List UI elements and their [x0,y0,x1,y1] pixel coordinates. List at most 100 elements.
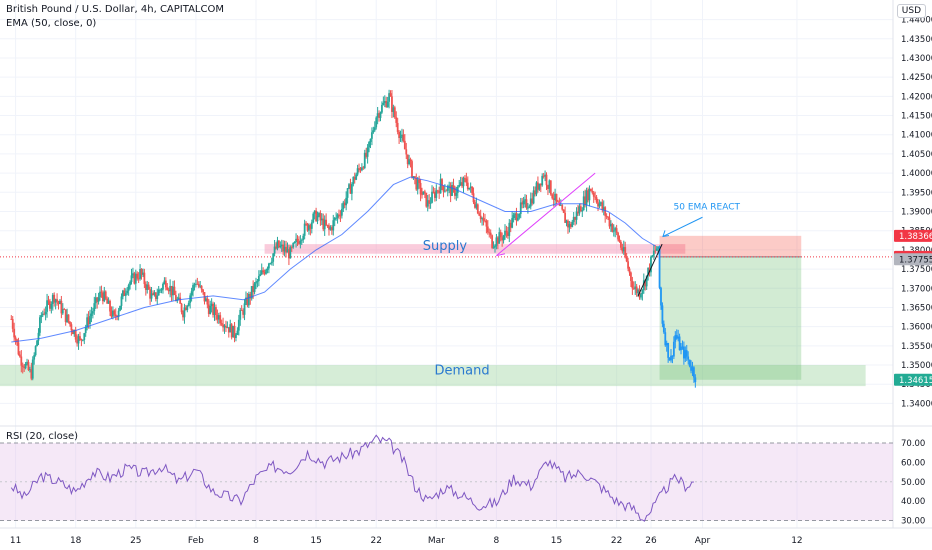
candle-body [159,289,162,291]
candle-body [535,182,538,195]
stop-loss-tag: 1.38366 [899,232,932,242]
candle-body [109,300,111,312]
candle-body [59,300,61,305]
candle-body [486,226,489,233]
price-tick-label: 1.39500 [901,188,932,198]
candle-body [177,297,180,300]
candle-body [81,339,84,341]
rsi-tick-label: 50.00 [901,478,925,488]
candle-body [575,211,578,220]
candle-body [615,228,618,233]
candle-body [219,315,222,324]
candle-body [421,194,423,196]
candle-body [693,367,695,378]
candle-body [156,295,159,299]
price-tick-label: 1.34000 [901,399,932,409]
candle-body [193,284,196,286]
candle-body [459,182,462,186]
candle-body [189,295,192,303]
arrow-head-icon [662,230,670,238]
candle-body [77,336,80,344]
candle-body [488,232,491,234]
candle-body [506,232,509,236]
candle-body [346,188,349,198]
candle-body [559,205,562,206]
time-axis[interactable]: 11 18 25 Feb 8 15 22 Mar 8 15 22 26 Apr 12 [10,536,803,546]
candle-body [555,193,558,202]
candle-body [167,289,170,292]
candle-body [154,292,157,299]
candle-body [170,285,173,296]
price-axis[interactable]: 1.340001.345001.350001.355001.360001.365… [894,16,932,410]
price-tick-label: 1.40000 [901,169,932,179]
candle-body [551,194,554,199]
candle-body [338,214,340,216]
candle-body [612,230,615,232]
candle-body [585,190,588,206]
candle-body [562,209,565,213]
time-tick-label: Mar [428,536,445,546]
candle-body [240,310,243,311]
candle-body [456,186,459,193]
candle-body [598,203,601,207]
candle-body [256,281,259,282]
position-tool[interactable] [0,235,893,380]
candle-body [376,113,379,118]
ema-value-tag-bg [894,253,932,266]
candle-body [197,284,200,287]
candle-body [662,323,665,333]
candle-body [438,190,441,194]
candle-body [436,190,439,192]
candle-body [162,283,164,290]
candle-body [544,174,546,177]
candle-body [607,216,609,218]
candle-body [640,294,642,298]
candle-body [574,216,577,220]
candle-body [13,328,16,338]
breakout-wedge [637,243,663,297]
candle-body [303,223,306,236]
candle-body [236,330,239,335]
candle-body [56,299,58,302]
candle-body [393,107,396,118]
candle-body [123,290,126,296]
candle-body [481,218,484,220]
candle-body [479,215,482,220]
candle-body [41,313,44,316]
candle-body [466,182,469,190]
candle-body [110,311,113,317]
candle-body [233,325,236,338]
candle-body [285,246,287,253]
candle-body [232,325,235,338]
symbol-title: British Pound / U.S. Dollar, 4h, CAPITAL… [6,4,224,15]
candle-body [293,242,296,243]
candle-body [247,294,250,306]
candle-body [489,232,492,236]
candle-body [395,117,398,123]
candle-body [319,213,322,221]
price-tick-label: 1.35000 [901,361,932,371]
candle-body [694,377,697,382]
candle-body [452,184,455,188]
candle-body [126,290,129,294]
candle-body [455,192,458,196]
candle-body [164,280,167,288]
candle-body [617,232,619,240]
candle-body [260,270,263,275]
candle-body [17,342,20,355]
time-tick-label: 26 [645,536,657,546]
candle-body [439,179,442,194]
candle-body [182,312,184,318]
candle-body [196,283,199,285]
candle-body [371,132,373,139]
stop-loss-zone [659,235,802,257]
candle-body [23,366,26,369]
currency-button[interactable]: USD [896,4,926,18]
candle-body [206,298,209,305]
candle-body [262,270,265,273]
candle-body [515,213,518,221]
price-tick-label: 1.41000 [901,131,932,141]
price-tick-label: 1.39000 [901,208,932,218]
annotation-supply: Supply [423,239,468,254]
